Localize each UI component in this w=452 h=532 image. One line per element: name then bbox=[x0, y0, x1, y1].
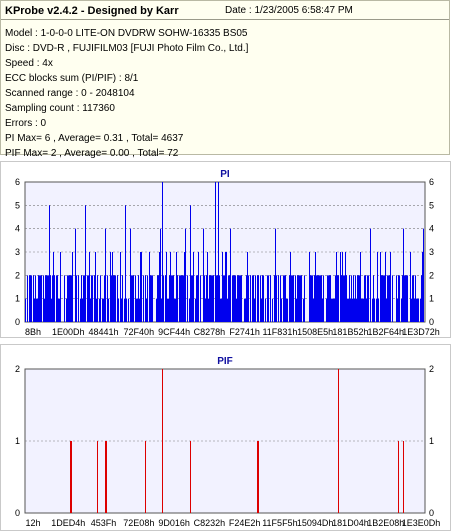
y-tick-label-left: 1 bbox=[15, 436, 20, 446]
y-tick-label-left: 2 bbox=[15, 364, 20, 374]
info-errors: Errors : 0 bbox=[5, 118, 47, 129]
scan-date: Date : 1/23/2005 6:58:47 PM bbox=[225, 5, 353, 16]
y-tick-label-left: 4 bbox=[15, 224, 20, 234]
info-speed: Speed : 4x bbox=[5, 58, 53, 69]
pi-chart-panel: PI 0 0 1 1 2 2 3 3 4 4 5 5 6 6 8Bh 1E00Dh 48441h 72F40h 9CF… bbox=[0, 161, 451, 338]
y-tick-label-right: 0 bbox=[429, 508, 434, 518]
x-tick-label: 453Fh bbox=[91, 518, 117, 528]
app-title: KProbe v2.4.2 - Designed by Karr bbox=[5, 5, 179, 17]
y-tick-label-left: 2 bbox=[15, 270, 20, 280]
y-tick-label-right: 2 bbox=[429, 270, 434, 280]
info-model: Model : 1-0-0-0 LITE-ON DVDRW SOHW-16335… bbox=[5, 28, 248, 39]
y-tick-label-right: 1 bbox=[429, 294, 434, 304]
x-tick-label: C8278h bbox=[194, 327, 226, 337]
info-panel: KProbe v2.4.2 - Designed by Karr Date : … bbox=[0, 0, 450, 159]
divider bbox=[1, 19, 449, 20]
x-tick-label: F24E2h bbox=[229, 518, 261, 528]
y-tick-label-right: 4 bbox=[429, 224, 434, 234]
x-tick-label: 181D04h bbox=[332, 518, 369, 528]
x-tick-label: 9D016h bbox=[158, 518, 190, 528]
y-tick-label-left: 3 bbox=[15, 247, 20, 257]
info-sampling-count: Sampling count : 117360 bbox=[5, 103, 115, 114]
x-tick-label: 1508E5h bbox=[297, 327, 333, 337]
info-ecc-sum: ECC blocks sum (PI/PIF) : 8/1 bbox=[5, 73, 139, 84]
chart-title: PIF bbox=[217, 356, 233, 367]
y-tick-label-right: 0 bbox=[429, 317, 434, 327]
x-tick-label: 11F831h bbox=[262, 327, 297, 337]
x-tick-label: 181B52h bbox=[332, 327, 368, 337]
info-pi-stats: PI Max= 6 , Average= 0.31 , Total= 4637 bbox=[5, 133, 184, 144]
pif-chart-panel: PIF 0 0 1 1 2 2 12h 1DED4h 453Fh 72E08h 9D016h C8232… bbox=[0, 344, 451, 531]
y-tick-label-right: 1 bbox=[429, 436, 434, 446]
x-tick-label: 11F5F5h bbox=[262, 518, 297, 528]
x-tick-label: 15094Dh bbox=[297, 518, 334, 528]
x-tick-label: 1E3D72h bbox=[402, 327, 440, 337]
x-tick-label: 1DED4h bbox=[51, 518, 85, 528]
x-tick-label: F2741h bbox=[229, 327, 260, 337]
chart-title: PI bbox=[220, 169, 230, 180]
x-tick-label: 72E08h bbox=[123, 518, 154, 528]
y-tick-label-left: 0 bbox=[15, 317, 20, 327]
x-tick-label: 1E3E0Dh bbox=[402, 518, 441, 528]
x-tick-label: 8Bh bbox=[25, 327, 41, 337]
y-tick-label-right: 6 bbox=[429, 177, 434, 187]
y-tick-label-right: 2 bbox=[429, 364, 434, 374]
pi-chart: PI 0 0 1 1 2 2 3 3 4 4 5 5 6 6 8Bh 1E00Dh 48441h 72F40h 9CF… bbox=[15, 169, 440, 337]
y-tick-label-left: 6 bbox=[15, 177, 20, 187]
x-tick-label: 9CF44h bbox=[158, 327, 190, 337]
info-scanned-range: Scanned range : 0 - 2048104 bbox=[5, 88, 135, 99]
x-tick-label: C8232h bbox=[194, 518, 226, 528]
info-pif-stats: PIF Max= 2 , Average= 0.00 , Total= 72 bbox=[5, 148, 179, 159]
pif-chart: PIF 0 0 1 1 2 2 12h 1DED4h 453Fh 72E08h 9D016h C8232… bbox=[15, 356, 441, 528]
y-tick-label-right: 3 bbox=[429, 247, 434, 257]
x-tick-label: 1E00Dh bbox=[52, 327, 85, 337]
x-tick-label: 12h bbox=[25, 518, 40, 528]
y-tick-label-right: 5 bbox=[429, 200, 434, 210]
x-tick-label: 72F40h bbox=[124, 327, 155, 337]
x-tick-label: 1B2E08h bbox=[367, 518, 404, 528]
x-tick-label: 48441h bbox=[89, 327, 119, 337]
y-tick-label-left: 5 bbox=[15, 200, 20, 210]
y-tick-label-left: 1 bbox=[15, 294, 20, 304]
y-tick-label-left: 0 bbox=[15, 508, 20, 518]
info-disc: Disc : DVD-R , FUJIFILM03 [FUJI Photo Fi… bbox=[5, 43, 249, 54]
x-tick-label: 1B2F64h bbox=[367, 327, 404, 337]
info-lines: Model : 1-0-0-0 LITE-ON DVDRW SOHW-16335… bbox=[5, 26, 248, 161]
